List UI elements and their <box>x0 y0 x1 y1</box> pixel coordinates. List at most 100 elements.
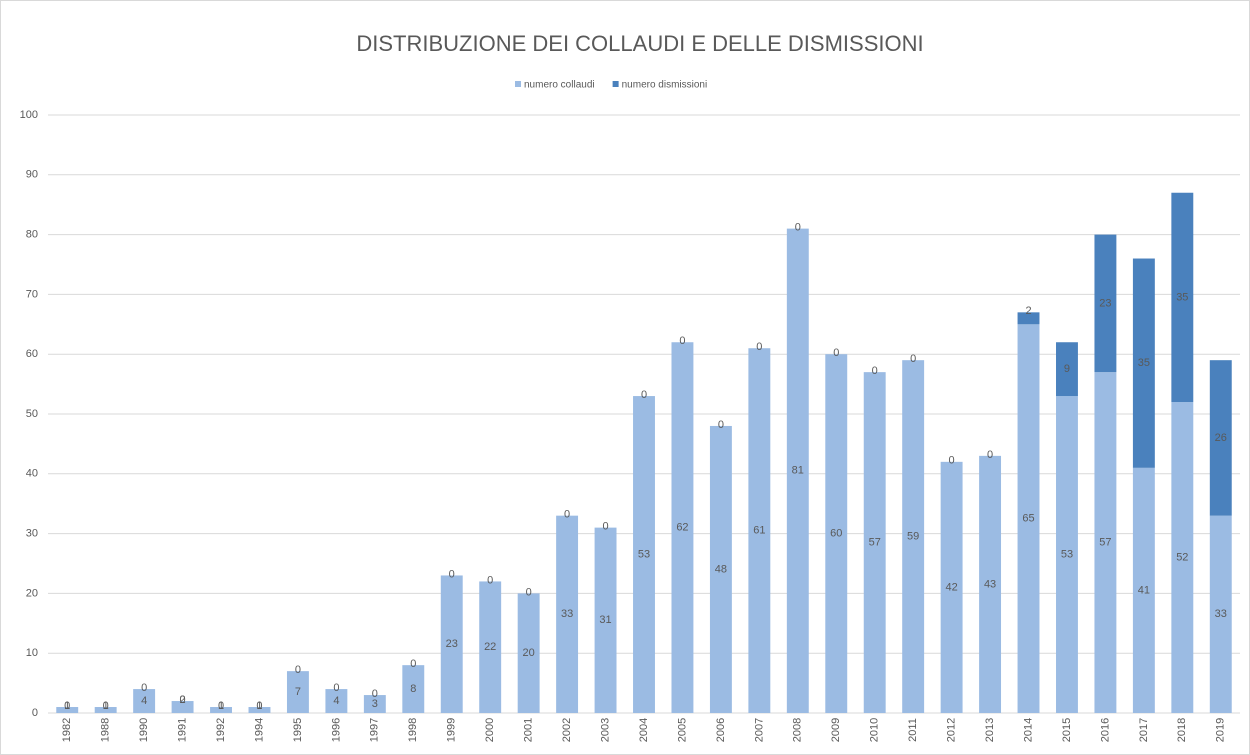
data-label: 0 <box>679 335 685 347</box>
data-label: 9 <box>1064 363 1070 375</box>
x-tick-label: 2014 <box>1022 718 1034 742</box>
data-label: 0 <box>602 521 608 533</box>
data-label: 41 <box>1138 584 1150 596</box>
x-tick-label: 2017 <box>1138 718 1150 742</box>
bar-segment <box>248 707 271 713</box>
bar-segment <box>1094 372 1117 713</box>
bar-segment <box>633 396 655 713</box>
bar-segment <box>940 461 963 713</box>
y-tick-label: 50 <box>26 408 38 420</box>
bar-segment <box>517 593 540 713</box>
y-tick-label: 60 <box>26 348 38 360</box>
data-label: 23 <box>446 638 458 650</box>
data-label: 0 <box>872 365 878 377</box>
x-tick-label: 2010 <box>869 718 881 742</box>
data-label: 0 <box>718 419 724 431</box>
data-label: 52 <box>1176 551 1188 563</box>
x-tick-label: 2009 <box>830 718 842 742</box>
y-tick-label: 30 <box>26 528 38 540</box>
data-label: 53 <box>638 548 650 560</box>
chart-title: DISTRIBUZIONE DEI COLLAUDI E DELLE DISMI… <box>356 31 923 56</box>
x-tick-label: 1982 <box>61 718 73 742</box>
bar-segment <box>979 455 1002 713</box>
bar-segment <box>786 228 809 713</box>
bar-segment <box>171 701 194 713</box>
data-label: 62 <box>676 522 688 534</box>
data-label: 1 <box>218 700 224 712</box>
x-tick-label: 2018 <box>1176 718 1188 742</box>
data-label: 0 <box>103 700 109 712</box>
x-tick-label: 2016 <box>1099 718 1111 742</box>
data-label: 0 <box>410 658 416 670</box>
data-label: 0 <box>987 449 993 461</box>
data-label: 0 <box>526 586 532 598</box>
bar-segment <box>1132 258 1155 468</box>
y-tick-label: 0 <box>32 707 38 719</box>
data-label: 59 <box>907 530 919 542</box>
data-label: 1 <box>256 700 262 712</box>
data-label: 0 <box>141 682 147 694</box>
bar-segment <box>210 707 232 713</box>
bar-segment <box>1209 360 1232 516</box>
data-label: 2 <box>1025 305 1031 317</box>
y-tick-label: 100 <box>20 109 38 121</box>
bar-segment <box>1132 467 1155 713</box>
x-tick-label: 1998 <box>407 718 419 742</box>
data-label: 20 <box>523 647 535 659</box>
bar-segment <box>825 354 848 713</box>
data-label: 61 <box>753 525 765 537</box>
x-tick-label: 2007 <box>753 718 765 742</box>
y-tick-label: 80 <box>26 229 38 241</box>
legend-label: numero dismissioni <box>622 80 708 91</box>
bar-segment <box>1094 234 1117 373</box>
legend-label: numero collaudi <box>524 80 595 91</box>
x-tick-label: 1997 <box>369 718 381 742</box>
data-label: 35 <box>1138 357 1150 369</box>
bar-segment <box>1171 402 1194 713</box>
x-tick-label: 2002 <box>561 718 573 742</box>
bar-segment <box>1171 192 1194 403</box>
data-label: 0 <box>180 694 186 706</box>
data-label: 3 <box>372 698 378 710</box>
x-tick-label: 2001 <box>523 718 535 742</box>
data-label: 26 <box>1215 432 1227 444</box>
data-label: 0 <box>256 700 262 712</box>
bar-segment <box>286 671 309 713</box>
x-tick-label: 2008 <box>792 718 804 742</box>
data-label: 0 <box>372 688 378 700</box>
data-label: 43 <box>984 578 996 590</box>
x-tick-label: 2003 <box>599 718 611 742</box>
bar-segment <box>863 372 886 713</box>
data-label: 0 <box>295 664 301 676</box>
x-tick-label: 2011 <box>907 718 919 742</box>
data-label: 0 <box>333 682 339 694</box>
bar-segment <box>479 581 502 713</box>
bar-segment <box>1017 324 1040 713</box>
legend-swatch <box>612 81 619 87</box>
y-tick-label: 90 <box>26 169 38 181</box>
data-label: 0 <box>949 455 955 467</box>
data-label: 65 <box>1022 513 1034 525</box>
data-label: 0 <box>910 353 916 365</box>
data-label: 0 <box>487 574 493 586</box>
data-label: 48 <box>715 563 727 575</box>
bar-segment <box>902 360 925 713</box>
x-tick-label: 2000 <box>484 718 496 742</box>
bar-segment <box>402 665 425 713</box>
bar-segment <box>594 527 617 713</box>
x-tick-label: 2015 <box>1061 718 1073 742</box>
x-tick-label: 1994 <box>253 718 265 742</box>
y-tick-label: 70 <box>26 288 38 300</box>
data-label: 57 <box>1099 536 1111 548</box>
bar-segment <box>556 515 579 713</box>
x-tick-label: 2012 <box>946 718 958 742</box>
data-label: 42 <box>945 581 957 593</box>
bar-segment <box>325 689 348 713</box>
x-tick-label: 2005 <box>676 718 688 742</box>
data-label: 60 <box>830 528 842 540</box>
x-tick-label: 1992 <box>215 718 227 742</box>
bar-segment <box>1056 342 1078 397</box>
data-label: 33 <box>561 608 573 620</box>
